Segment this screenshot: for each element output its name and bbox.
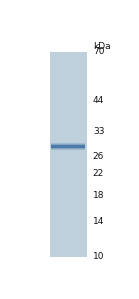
Text: 33: 33 <box>93 127 104 136</box>
Text: 22: 22 <box>93 169 104 179</box>
Text: 70: 70 <box>93 48 104 57</box>
Bar <box>51 145 85 148</box>
Text: 44: 44 <box>93 96 104 105</box>
Bar <box>50 52 87 257</box>
Text: 26: 26 <box>93 152 104 161</box>
Bar <box>51 144 85 149</box>
Bar <box>51 143 85 150</box>
Text: 14: 14 <box>93 217 104 226</box>
Bar <box>51 145 85 148</box>
Text: kDa: kDa <box>93 42 110 51</box>
Text: 18: 18 <box>93 190 104 199</box>
Text: 10: 10 <box>93 252 104 261</box>
